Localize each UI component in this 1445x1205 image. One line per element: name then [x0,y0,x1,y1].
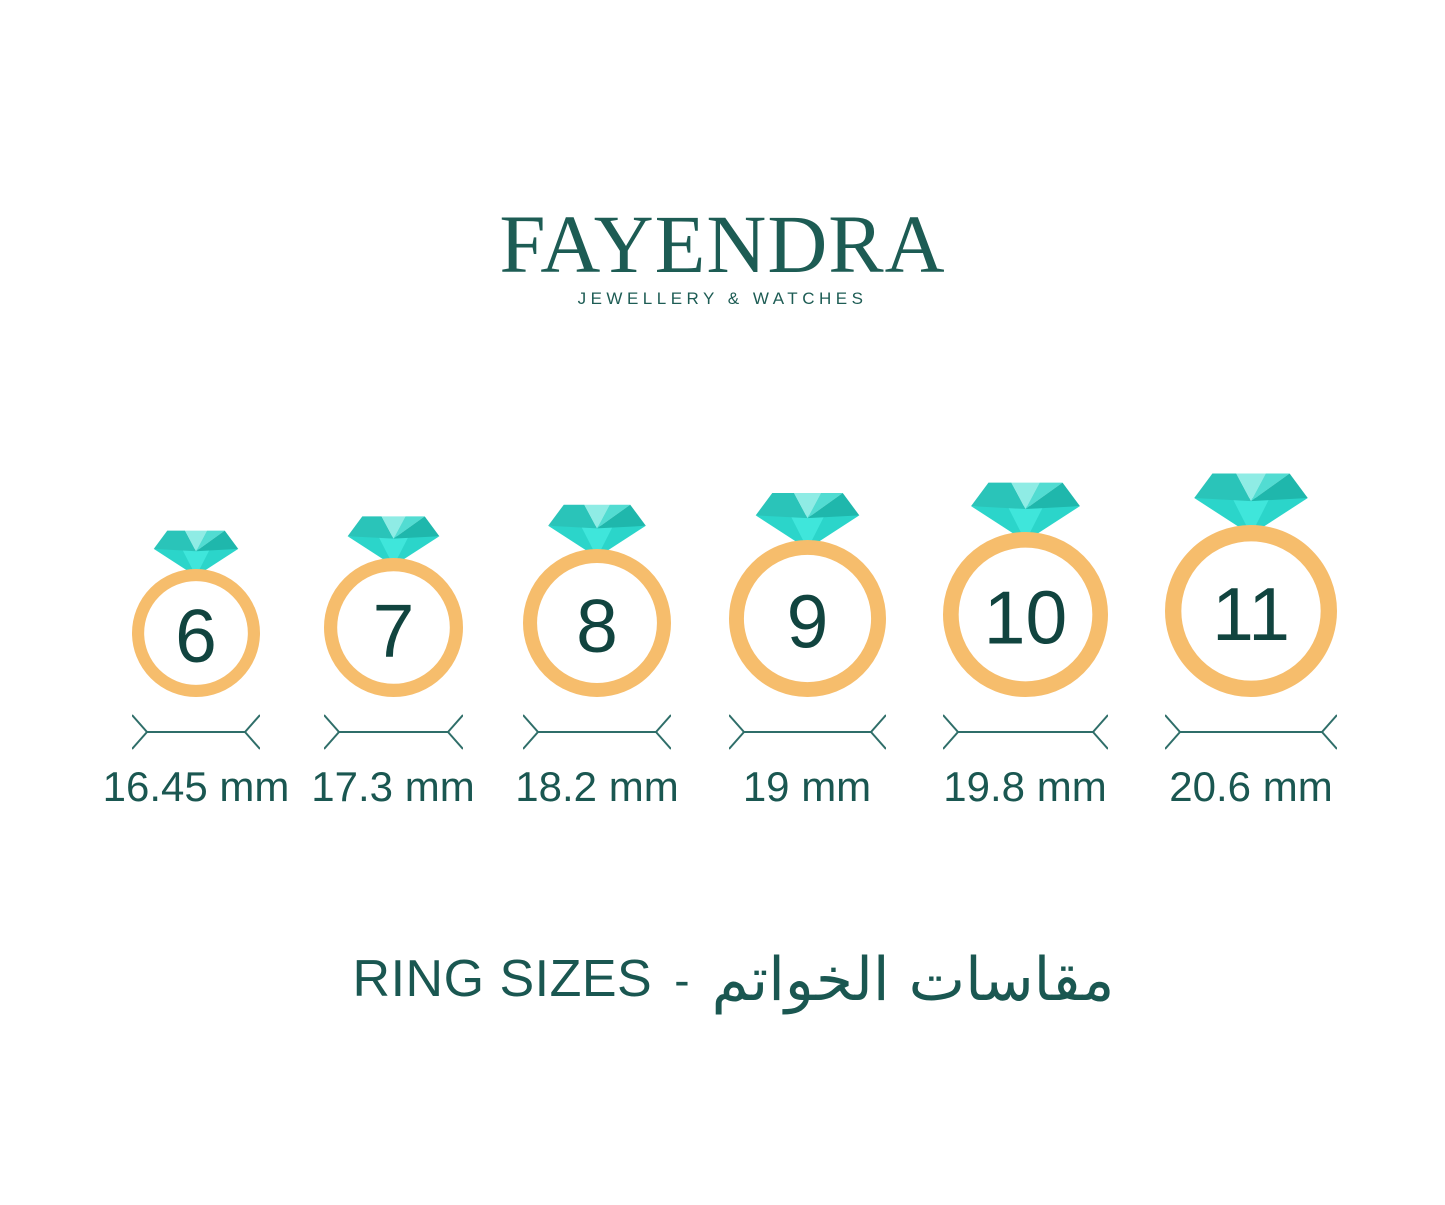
measure-arrows-icon [132,714,260,750]
ring-item: 10 19.8 mm [930,476,1120,809]
brand-tagline: JEWELLERY & WATCHES [577,289,868,308]
measure-arrows-icon [1165,714,1337,750]
measure-arrows-icon [323,714,463,750]
chart-title-ar: مقاسات الخواتم [711,945,1115,1015]
ring-size-number: 10 [983,576,1066,660]
diamond-icon [153,530,239,577]
chart-title-en: RING SIZES [352,950,653,1008]
diamond-icon [755,492,859,549]
ring-diameter-label: 19.8 mm [943,763,1107,810]
ring-size-number: 8 [576,584,618,668]
ring-icon: 8 [523,504,671,697]
ring-diameter-label: 20.6 mm [1169,763,1333,810]
ring-diameter-label: 18.2 mm [515,763,679,810]
diamond-icon [548,504,646,558]
ring-size-number: 11 [1212,572,1290,656]
ring-diameter-label: 19 mm [742,763,872,810]
ring-band [942,532,1108,697]
ring-size-number: 9 [786,580,828,664]
measure-arrows-icon [728,714,886,750]
ring-icon: 10 [942,482,1108,697]
ring-item: 9 19 mm [712,487,902,809]
ring-band [323,558,463,697]
measure-arrows-icon [942,714,1108,750]
ring-icon: 6 [132,530,260,697]
ring-diameter-label: 16.45 mm [102,763,290,810]
ring-icon: 9 [728,492,886,697]
ring-band [728,540,886,697]
ring-diameter-label: 17.3 mm [311,763,475,810]
ring-size-number: 7 [372,589,414,673]
chart-title: RING SIZES - مقاسات الخواتم [0,941,1445,1015]
diamond-icon [1194,473,1308,535]
brand-logo: FAYENDRA JEWELLERY & WATCHES [0,198,1445,309]
ring-item: 6 16.45 mm [101,525,291,809]
ring-item: 11 20.6 mm [1156,467,1346,809]
ring-band [132,569,260,697]
ring-band [1165,525,1337,697]
diamond-icon [347,516,439,566]
ring-icon: 11 [1165,473,1337,697]
ring-size-number: 6 [175,594,217,678]
ring-item: 7 17.3 mm [298,511,488,809]
chart-title-separator: - [674,954,690,1006]
diamond-icon [970,482,1080,542]
brand-name: FAYENDRA [499,198,946,290]
measure-arrows-icon [523,714,671,750]
ring-item: 8 18.2 mm [502,499,692,809]
ring-icon: 7 [323,516,463,697]
ring-band [523,549,671,697]
